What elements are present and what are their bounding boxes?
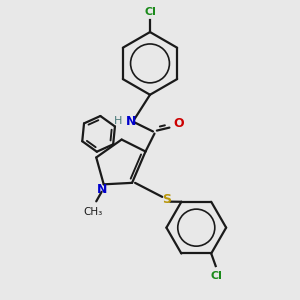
Text: O: O bbox=[173, 117, 184, 130]
Text: Cl: Cl bbox=[211, 271, 223, 281]
Text: CH₃: CH₃ bbox=[84, 207, 103, 217]
Text: S: S bbox=[162, 193, 171, 206]
Text: H: H bbox=[114, 116, 122, 126]
Text: N: N bbox=[126, 115, 136, 128]
Text: N: N bbox=[96, 183, 107, 196]
Text: Cl: Cl bbox=[144, 7, 156, 16]
